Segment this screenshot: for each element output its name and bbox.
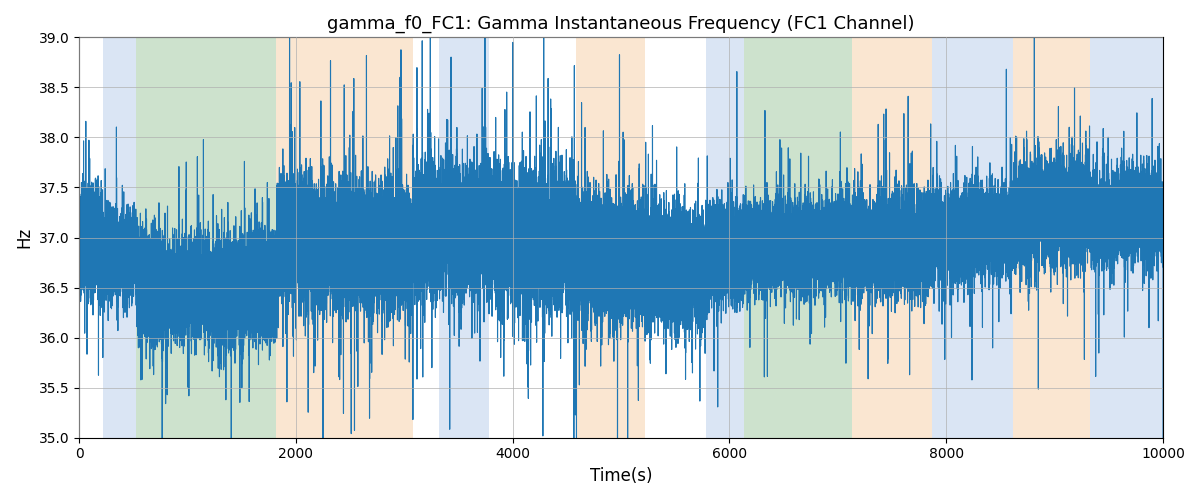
Bar — [706, 38, 744, 438]
Bar — [137, 38, 276, 438]
Bar — [1091, 38, 1163, 438]
X-axis label: Time(s): Time(s) — [589, 467, 653, 485]
Title: gamma_f0_FC1: Gamma Instantaneous Frequency (FC1 Channel): gamma_f0_FC1: Gamma Instantaneous Freque… — [328, 15, 914, 34]
Bar — [852, 38, 932, 438]
Bar — [744, 38, 852, 438]
Y-axis label: Hz: Hz — [14, 227, 32, 248]
Bar — [103, 38, 137, 438]
Bar — [439, 38, 488, 438]
Bar — [1014, 38, 1091, 438]
Bar — [932, 38, 1014, 438]
Bar — [576, 38, 644, 438]
Bar — [276, 38, 413, 438]
